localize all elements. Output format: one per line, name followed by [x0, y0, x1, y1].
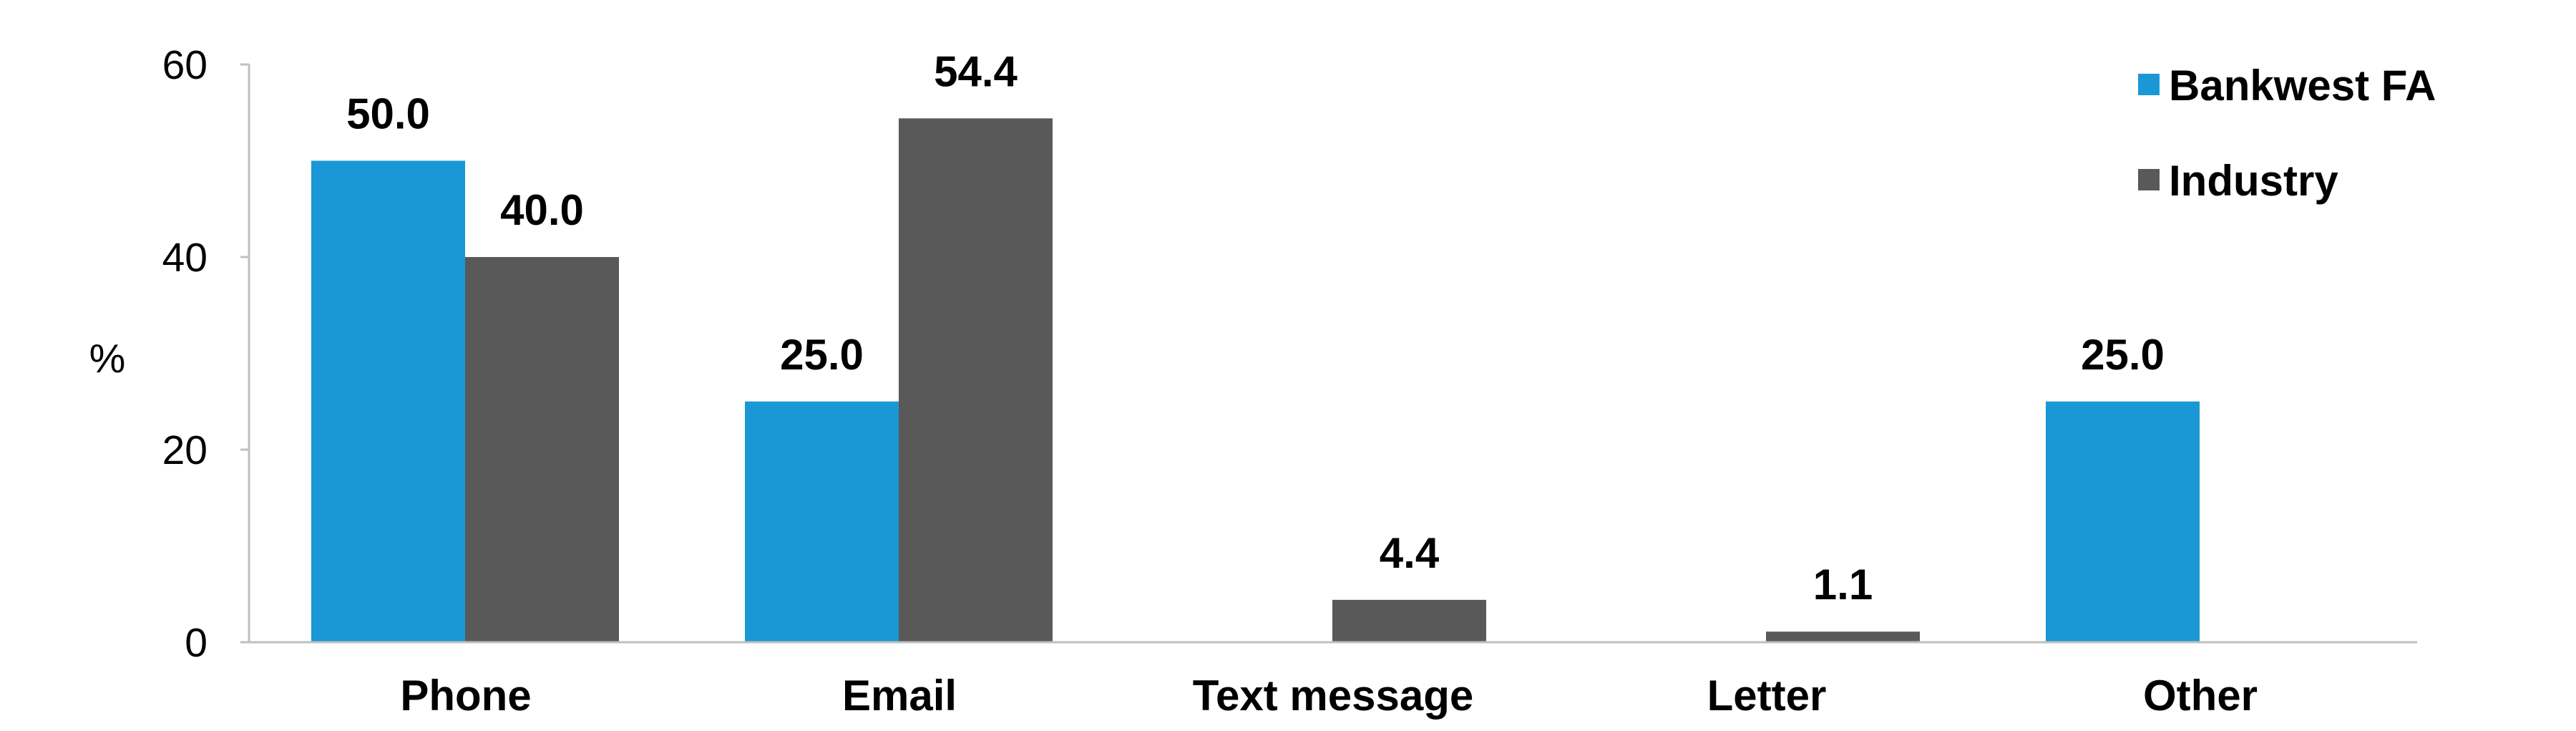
legend-label: Industry	[2169, 157, 2338, 205]
x-category-label: Email	[842, 672, 957, 720]
legend-swatch	[2138, 169, 2160, 190]
data-label: 50.0	[346, 90, 430, 138]
data-label: 4.4	[1380, 529, 1440, 577]
y-tick-label: 0	[185, 620, 208, 666]
category-labels-group: Phone Email Text message Letter Other	[400, 672, 2258, 720]
x-category-label: Phone	[400, 672, 531, 720]
y-axis-title: %	[89, 336, 126, 382]
data-label: 25.0	[2081, 331, 2165, 379]
bar-industry-text-message	[1332, 599, 1486, 642]
bar-bankwest-fa-phone	[311, 160, 465, 642]
data-label: 1.1	[1813, 561, 1873, 609]
x-category-label: Text message	[1193, 672, 1473, 720]
bar-bankwest-fa-other	[2046, 401, 2200, 642]
bar-industry-letter	[1766, 631, 1920, 642]
x-category-label: Letter	[1707, 672, 1827, 720]
y-tick-label: 60	[162, 42, 208, 88]
legend-label: Bankwest FA	[2169, 62, 2436, 110]
bars-group	[311, 118, 2200, 642]
data-label: 54.4	[934, 47, 1018, 95]
y-axis-ticks: 0 20 40 60	[162, 42, 249, 666]
legend-swatch	[2138, 74, 2160, 95]
data-label: 25.0	[780, 331, 864, 379]
bar-bankwest-fa-email	[745, 401, 899, 642]
data-labels-group: 50.0 40.0 25.0 54.4 4.4 1.1 25.0	[346, 47, 2165, 609]
bar-industry-phone	[465, 257, 619, 642]
axes-group	[248, 64, 2417, 644]
data-label: 40.0	[500, 186, 584, 234]
legend: Bankwest FA Industry	[2138, 62, 2436, 205]
bar-industry-email	[899, 118, 1053, 642]
y-tick-label: 40	[162, 235, 208, 281]
x-category-label: Other	[2143, 672, 2258, 720]
y-tick-label: 20	[162, 427, 208, 473]
